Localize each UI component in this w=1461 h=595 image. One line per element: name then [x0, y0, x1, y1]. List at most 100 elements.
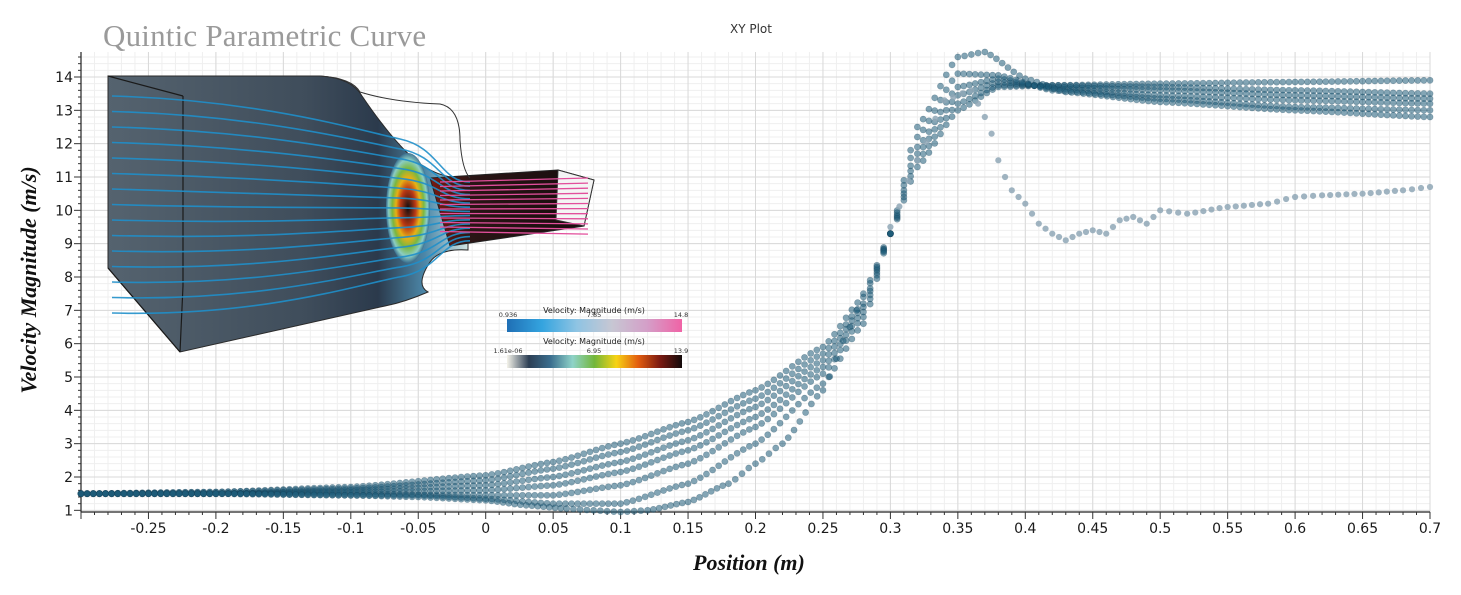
data-point	[855, 300, 861, 306]
data-point	[1015, 194, 1021, 200]
data-point	[955, 71, 961, 77]
data-point	[642, 441, 648, 447]
data-point	[562, 480, 568, 486]
data-point	[881, 250, 887, 256]
data-point	[1096, 229, 1102, 235]
data-point	[611, 470, 617, 476]
data-point	[1206, 102, 1212, 108]
data-point	[777, 388, 783, 394]
data-point	[860, 321, 866, 327]
data-point	[568, 462, 574, 468]
data-point	[978, 72, 984, 78]
data-point	[905, 178, 911, 184]
data-point	[176, 491, 182, 497]
y-tick-label: 10	[55, 203, 73, 219]
data-point	[1409, 186, 1415, 192]
data-point	[1396, 107, 1402, 113]
data-point	[568, 470, 574, 476]
data-point	[685, 499, 691, 505]
data-point	[581, 501, 587, 507]
data-point	[526, 463, 532, 469]
data-point	[662, 504, 668, 510]
data-point	[501, 486, 507, 492]
data-point	[593, 455, 599, 461]
data-point	[556, 473, 562, 479]
data-point	[636, 496, 642, 502]
data-point	[691, 445, 697, 451]
data-point	[685, 419, 691, 425]
data-point	[409, 494, 415, 500]
y-tick-label: 11	[55, 170, 73, 186]
data-point	[544, 460, 550, 466]
legend-bottom-mid: 6.95	[587, 347, 601, 355]
data-point	[1329, 78, 1335, 84]
data-point	[1421, 100, 1427, 106]
data-point	[109, 491, 115, 497]
data-point	[831, 338, 837, 344]
data-point	[926, 118, 932, 124]
data-point	[538, 461, 544, 467]
data-point	[1249, 105, 1255, 111]
data-point	[1298, 97, 1304, 103]
data-point	[728, 406, 734, 412]
data-point	[783, 368, 789, 374]
data-point	[667, 485, 673, 491]
x-tick-label: 0.6	[1284, 521, 1306, 537]
data-point	[920, 151, 926, 157]
data-point	[556, 481, 562, 487]
data-point	[1151, 98, 1157, 104]
data-point	[837, 347, 843, 353]
data-point	[843, 315, 849, 321]
data-point	[943, 72, 949, 78]
data-point	[299, 492, 305, 498]
data-point	[458, 496, 464, 502]
data-point	[1144, 221, 1150, 227]
data-point	[1341, 98, 1347, 104]
data-point	[593, 486, 599, 492]
data-point	[995, 157, 1001, 163]
data-point	[1366, 111, 1372, 117]
data-point	[932, 126, 938, 132]
data-point	[599, 485, 605, 491]
data-point	[1128, 96, 1134, 102]
data-point	[961, 71, 967, 77]
data-point	[1249, 202, 1255, 208]
x-tick-label: 0.3	[879, 521, 901, 537]
data-point	[506, 500, 512, 506]
x-tick-label: 0.7	[1419, 521, 1441, 537]
data-point	[831, 331, 837, 337]
data-point	[783, 392, 789, 398]
data-point	[636, 477, 642, 483]
data-point	[495, 486, 501, 492]
data-point	[943, 122, 949, 128]
data-point	[926, 106, 932, 112]
data-point	[820, 344, 826, 350]
data-point	[642, 451, 648, 457]
data-point	[660, 487, 666, 493]
data-point	[1005, 64, 1011, 70]
data-point	[752, 424, 758, 430]
data-point	[526, 492, 532, 498]
data-point	[618, 469, 624, 475]
data-point	[937, 131, 943, 137]
data-point	[896, 203, 902, 209]
data-point	[734, 450, 740, 456]
data-point	[1286, 107, 1292, 113]
data-point	[908, 147, 914, 153]
data-point	[1319, 192, 1325, 198]
data-point	[194, 491, 200, 497]
data-point	[759, 384, 765, 390]
data-point	[1392, 188, 1398, 194]
data-point	[777, 380, 783, 386]
data-point	[1409, 77, 1415, 83]
data-point	[874, 264, 880, 270]
data-point	[256, 491, 262, 497]
data-point	[668, 502, 674, 508]
data-point	[630, 446, 636, 452]
x-tick-label: 0.05	[538, 521, 569, 537]
data-point	[1298, 107, 1304, 113]
data-point	[740, 409, 746, 415]
data-point	[624, 467, 630, 473]
data-point	[348, 492, 354, 498]
